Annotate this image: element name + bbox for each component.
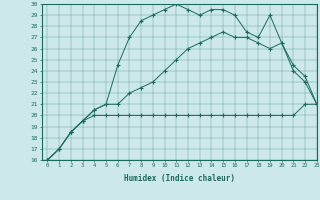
X-axis label: Humidex (Indice chaleur): Humidex (Indice chaleur) bbox=[124, 174, 235, 183]
